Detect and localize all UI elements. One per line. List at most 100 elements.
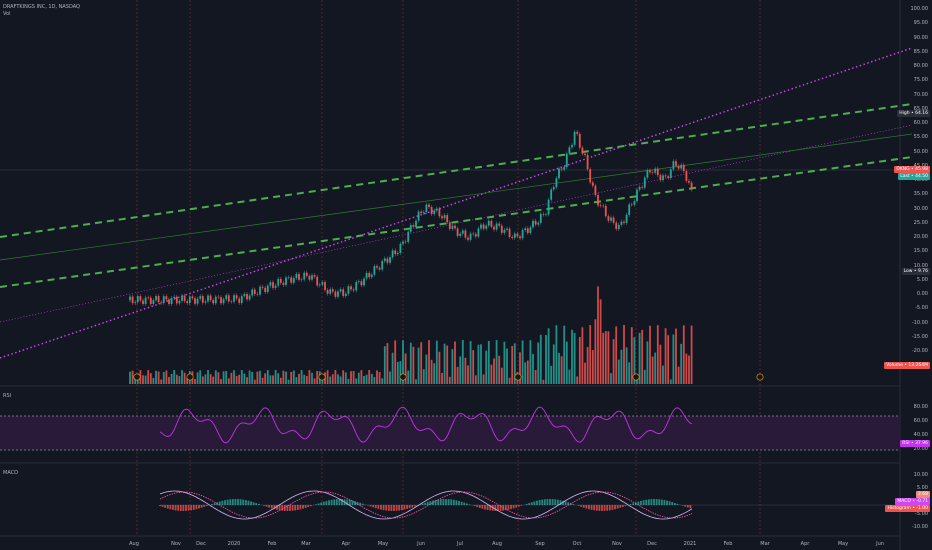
macd-histogram-bar (580, 505, 583, 507)
macd-histogram-bar (551, 499, 554, 505)
macd-histogram-bar (382, 505, 385, 511)
candle-body (545, 214, 547, 216)
candle-body (428, 204, 430, 207)
macd-histogram-bar (346, 499, 349, 505)
macd-histogram-bar (393, 505, 395, 511)
candle-body (649, 170, 651, 173)
candle-body (287, 277, 290, 278)
candle-body (370, 274, 373, 278)
volume-bar (209, 374, 212, 384)
candle-body (207, 295, 209, 302)
macd-histogram-bar (247, 500, 250, 505)
volume-bar (552, 344, 555, 384)
macd-histogram-bar (510, 505, 512, 510)
volume-bar (680, 343, 683, 384)
volume-bar (344, 372, 347, 384)
volume-bar (550, 365, 553, 384)
volume-bar (342, 370, 345, 384)
macd-histogram-bar (213, 503, 216, 505)
candle-body (675, 161, 677, 166)
volume-bar (685, 353, 688, 384)
candle-body (269, 282, 272, 286)
price-axis-label: 10.00 (913, 262, 928, 269)
candle-body (651, 172, 654, 173)
macd-histogram-bar (562, 500, 564, 505)
volume-bar (571, 329, 573, 384)
candle-body (485, 225, 488, 229)
macd-histogram-bar (556, 499, 559, 505)
volume-bar (266, 370, 269, 384)
macd-histogram-bar (632, 503, 635, 505)
candle-body (480, 224, 482, 229)
candle-body (589, 169, 592, 183)
volume-bar (253, 379, 256, 384)
candle-body (456, 228, 459, 236)
volume-bar (461, 340, 464, 384)
volume-bar (581, 327, 584, 384)
candle-body (402, 241, 404, 244)
volume-bar (524, 362, 527, 384)
candle-body (136, 296, 139, 303)
macd-histogram-bar (380, 505, 382, 510)
macd-histogram-bar (525, 503, 528, 505)
volume-bar (370, 373, 373, 384)
rsi-axis-label: 40.00 (913, 432, 928, 438)
macd-histogram-bar (546, 499, 549, 505)
time-axis-label: Aug (129, 541, 139, 547)
price-axis-label: 55.00 (913, 134, 928, 141)
volume-bar (625, 347, 628, 384)
macd-histogram-bar (333, 499, 336, 505)
candle-body (636, 189, 638, 202)
macd-histogram-bar (195, 505, 198, 510)
volume-bar (175, 374, 178, 384)
price-axis-label: 20.00 (913, 234, 928, 240)
macd-histogram-bar (624, 505, 627, 507)
candle-body (623, 221, 625, 223)
price-axis-label: 60.00 (913, 120, 928, 126)
candle-body (404, 241, 407, 243)
volume-bar (220, 379, 222, 384)
candle-body (472, 233, 475, 235)
volume-bar (129, 371, 131, 384)
volume-bar (459, 356, 462, 384)
candle-body (435, 208, 438, 211)
macd-histogram-bar (200, 505, 203, 508)
macd-histogram-bar (218, 501, 221, 505)
macd-histogram-bar (645, 499, 648, 505)
macd-histogram-bar (190, 505, 193, 511)
candle-body (248, 295, 251, 300)
candle-body (513, 233, 516, 238)
candle-body (389, 257, 391, 263)
macd-histogram-bar (673, 502, 676, 505)
candle-body (604, 205, 607, 217)
volume-bar (539, 334, 542, 384)
volume-bar (347, 378, 350, 384)
candle-body (417, 211, 420, 221)
macd-histogram-bar (278, 505, 281, 511)
macd-histogram-bar (504, 505, 507, 511)
candle-body (565, 153, 568, 168)
volume-bar (204, 374, 207, 384)
volume-bar (495, 340, 498, 384)
macd-histogram-bar (322, 501, 325, 505)
volume-bar (287, 379, 290, 384)
candle-body (209, 295, 212, 301)
time-axis-label: Feb (267, 541, 277, 547)
candle-body (625, 214, 628, 223)
macd-histogram-bar (304, 505, 307, 508)
macd-histogram-bar (369, 505, 372, 507)
volume-bar (290, 371, 293, 384)
candle-body (147, 297, 150, 299)
macd-histogram-bar (187, 505, 190, 511)
volume-bar (610, 373, 612, 384)
candle-body (500, 225, 503, 233)
candle-body (376, 266, 378, 268)
candle-body (201, 296, 204, 303)
macd-histogram-bar (458, 500, 460, 505)
macd-axis-label: -10.00 (911, 524, 928, 530)
candle-body (412, 225, 415, 227)
volume-bar (607, 331, 610, 384)
volume-bar (597, 286, 599, 384)
macd-histogram-bar (494, 505, 497, 511)
